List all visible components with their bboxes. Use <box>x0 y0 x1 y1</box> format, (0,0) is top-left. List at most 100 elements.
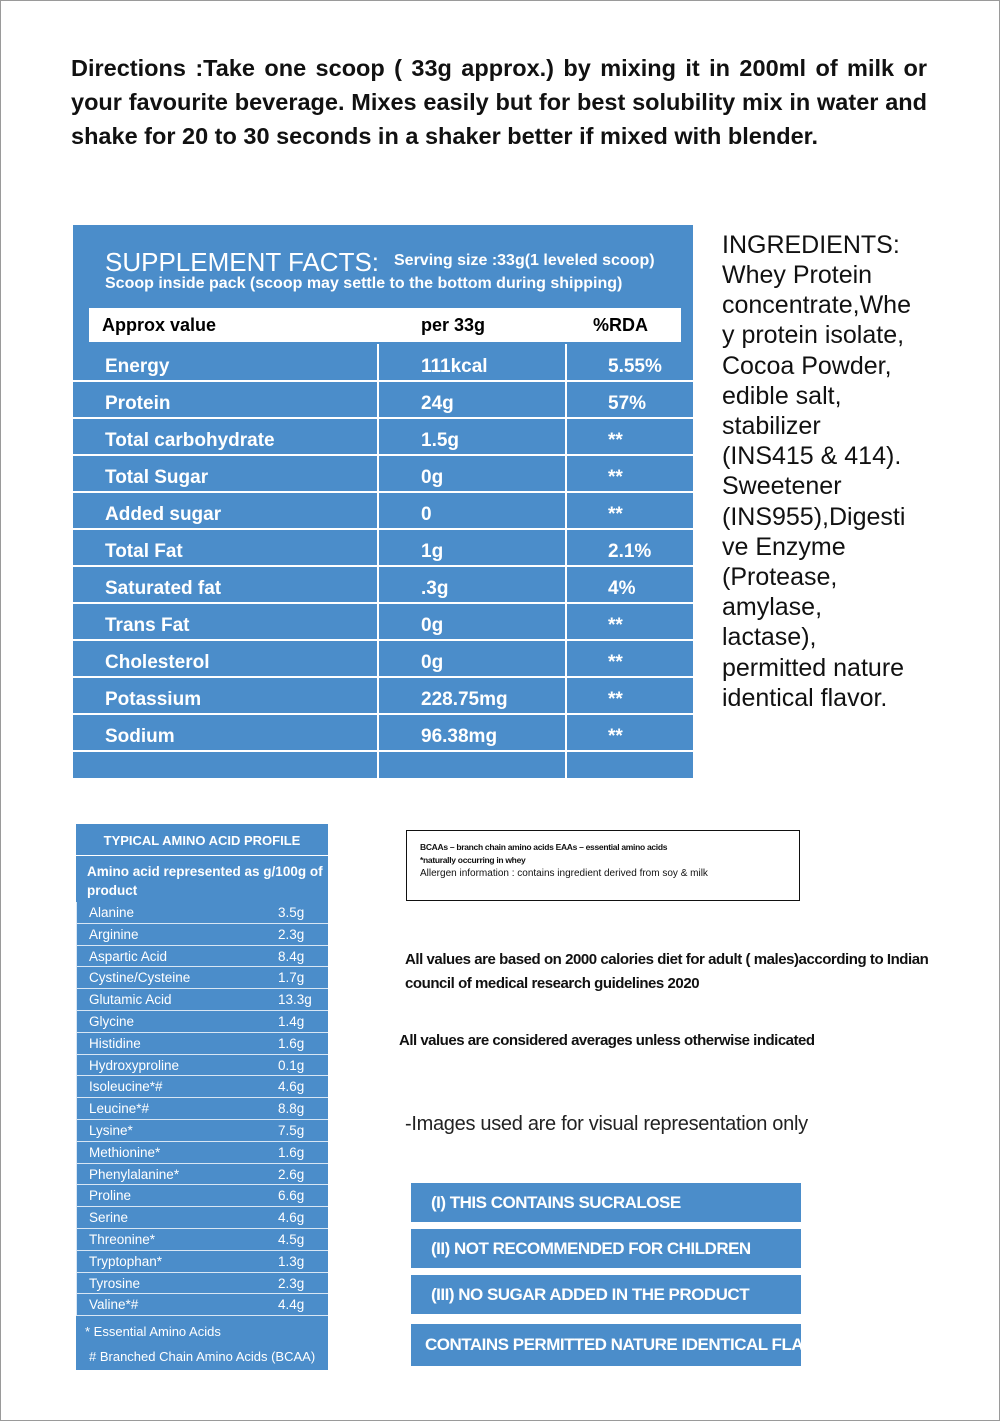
facts-title: SUPPLEMENT FACTS: <box>105 247 380 277</box>
amino-value: 1.3g <box>278 1253 305 1269</box>
amino-row-line <box>76 1097 328 1099</box>
ingredients-line: Cocoa Powder, <box>722 351 892 380</box>
ingredients-line: (INS955),Digesti <box>722 502 906 531</box>
amino-name: Aspartic Acid <box>89 948 168 964</box>
facts-header <box>89 308 681 342</box>
warning-banner: CONTAINS PERMITTED NATURE IDENTICAL FLAV… <box>411 1324 838 1366</box>
warning-banner: (II) NOT RECOMMENDED FOR CHILDREN <box>411 1229 801 1268</box>
ingredients-line: (INS415 & 414). <box>722 442 902 471</box>
amino-value: 6.6g <box>278 1188 305 1204</box>
amino-value: 13.3g <box>278 992 312 1008</box>
amino-name: Histidine <box>89 1035 141 1051</box>
note-line: BCAAs – branch chain amino acids EAAs – … <box>420 842 668 852</box>
facts-col-line <box>565 344 567 778</box>
amino-name: Glycine <box>89 1014 135 1029</box>
ingredients-line: permitted nature <box>722 653 905 682</box>
facts-cell: Total Fat <box>105 541 183 562</box>
amino-name: Leucine*# <box>89 1101 150 1117</box>
amino-value: 1.6g <box>278 1035 305 1051</box>
facts-row-line <box>73 639 693 641</box>
ingredients-line: (Protease, <box>722 563 838 591</box>
facts-cell: 1g <box>421 541 444 562</box>
amino-value: 4.4g <box>278 1297 305 1313</box>
amino-value: 1.6g <box>278 1144 305 1160</box>
amino-value: 0.1g <box>278 1057 305 1073</box>
warning-text: (I) THIS CONTAINS SUCRALOSE <box>431 1193 681 1212</box>
amino-name: Glutamic Acid <box>89 992 172 1008</box>
amino-name: Valine*# <box>89 1297 139 1313</box>
statement: All values are based on 2000 calories di… <box>405 951 929 992</box>
ingredients-title: INGREDIENTS: <box>722 231 900 259</box>
facts-cell: Energy <box>105 356 170 377</box>
amino-value: 7.5g <box>278 1123 305 1138</box>
amino-footnote: # Branched Chain Amino Acids (BCAA) <box>89 1349 316 1364</box>
amino-row-line <box>76 1228 328 1229</box>
facts-cell: 111kcal <box>421 356 488 377</box>
facts-header-cell: per 33g <box>421 315 486 335</box>
amino-row-line <box>76 966 328 968</box>
amino-row-line <box>76 1031 328 1033</box>
amino-value: 2.6g <box>278 1166 305 1182</box>
facts-col-line <box>377 344 379 778</box>
amino-value: 1.4g <box>278 1014 305 1029</box>
facts-cell: 2.1% <box>608 541 652 562</box>
ingredients-line: edible salt, <box>722 381 842 410</box>
ingredients-line: stabilizer <box>722 412 821 440</box>
amino-value: 2.3g <box>278 926 305 942</box>
facts-header-cell: Approx value <box>102 315 217 335</box>
facts-cell: Saturated fat <box>105 578 222 599</box>
facts-row-line <box>73 528 693 530</box>
facts-cell: Total Sugar <box>105 467 209 488</box>
facts-cell: ** <box>608 430 623 451</box>
facts-cell: Total carbohydrate <box>105 430 275 451</box>
facts-cell: 4% <box>608 578 636 599</box>
facts-row-line <box>73 602 693 604</box>
amino-name: Serine <box>89 1210 129 1226</box>
facts-cell: Protein <box>105 393 171 414</box>
amino-row-line <box>76 1119 328 1120</box>
facts-row-line <box>73 380 693 382</box>
amino-row-line <box>76 1010 328 1011</box>
facts-cell: Added sugar <box>105 504 222 525</box>
amino-box <box>76 824 328 1370</box>
amino-row-line <box>76 1162 328 1164</box>
facts-cell: Potassium <box>105 689 202 710</box>
ingredients-line: ve Enzyme <box>722 532 846 561</box>
amino-name: Phenylalanine* <box>89 1166 180 1182</box>
facts-cell: 5.55% <box>608 356 662 377</box>
amino-value: 2.3g <box>278 1275 305 1291</box>
facts-cell: ** <box>608 726 623 747</box>
amino-name: Hydroxyproline <box>89 1057 180 1073</box>
ingredients-line: concentrate,Whe <box>722 291 911 320</box>
amino-value: 8.4g <box>278 948 305 964</box>
note-line: Allergen information : contains ingredie… <box>420 868 708 879</box>
facts-cell: ** <box>608 467 623 488</box>
amino-value: 8.8g <box>278 1101 305 1117</box>
amino-name: Cystine/Cysteine <box>89 970 191 986</box>
ingredients-line: identical flavor. <box>722 683 888 712</box>
facts-cell: ** <box>608 615 623 636</box>
amino-name: Threonine* <box>89 1232 156 1247</box>
amino-row-line <box>76 1206 328 1208</box>
amino-row-line <box>76 1271 328 1273</box>
facts-cell: 24g <box>421 393 454 414</box>
amino-footnote: * Essential Amino Acids <box>85 1324 221 1339</box>
ingredients-line: lactase), <box>722 623 817 652</box>
amino-title-line <box>76 855 328 856</box>
facts-cell: 1.5g <box>421 430 460 451</box>
facts-row-line <box>73 491 693 493</box>
amino-name: Arginine <box>89 926 139 942</box>
amino-row-line <box>76 1075 328 1077</box>
facts-cell: 57% <box>608 393 647 414</box>
facts-cell: Sodium <box>105 726 175 747</box>
facts-row-line <box>73 565 693 567</box>
amino-value: 1.7g <box>278 970 305 986</box>
facts-row-line <box>73 713 693 715</box>
facts-cell: 0 <box>421 504 432 525</box>
facts-cell: 0g <box>421 652 444 673</box>
notes-box <box>406 830 800 901</box>
amino-name: Alanine <box>89 905 135 920</box>
amino-subtitle: Amino acid represented as g/100g of prod… <box>87 864 323 898</box>
warning-text: CONTAINS PERMITTED NATURE IDENTICAL FLAV… <box>425 1335 838 1354</box>
